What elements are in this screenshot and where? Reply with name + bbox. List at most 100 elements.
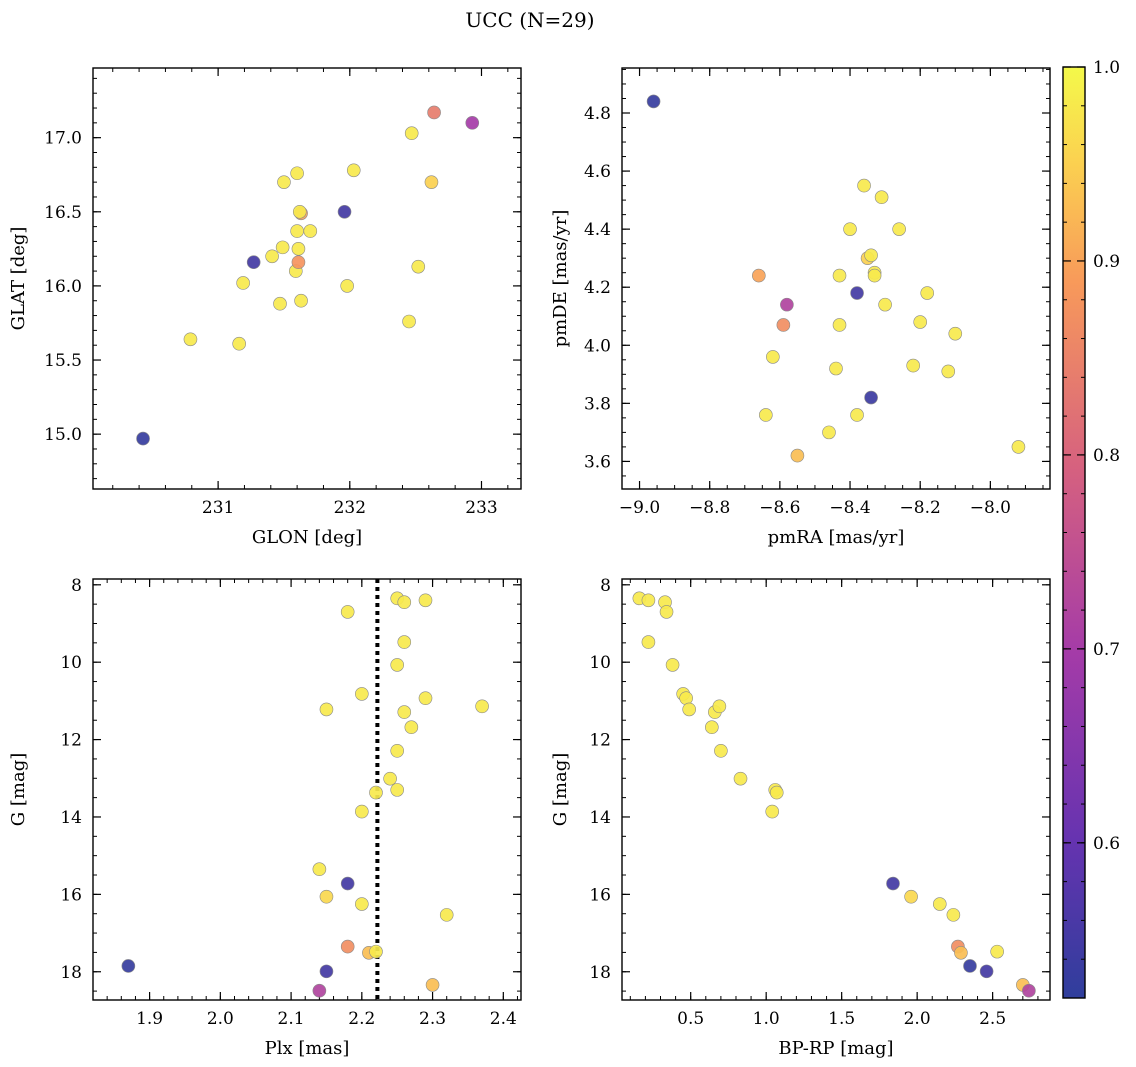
y-tick-label: 14 xyxy=(589,808,611,828)
scatter-point xyxy=(294,293,308,308)
scatter-point xyxy=(864,390,878,405)
x-axis-label: GLON [deg] xyxy=(252,527,362,548)
scatter-point xyxy=(1011,440,1026,454)
scatter-point xyxy=(475,699,489,714)
scatter-point xyxy=(425,978,440,992)
y-tick-label: 3.8 xyxy=(584,394,611,414)
y-axis-label: G [mag] xyxy=(550,753,571,826)
scatter-point xyxy=(769,785,784,800)
y-tick-label: 16.0 xyxy=(44,277,82,297)
scatter-point xyxy=(906,358,920,373)
x-tick-label: 2.4 xyxy=(490,1009,517,1029)
scatter-point xyxy=(646,94,661,109)
scatter-point xyxy=(904,889,918,904)
y-tick-label: 4.8 xyxy=(584,104,611,124)
scatter-point xyxy=(346,163,361,178)
x-tick-label: 233 xyxy=(465,498,497,518)
y-tick-label: 8 xyxy=(600,576,611,596)
scatter-point xyxy=(712,699,727,714)
scatter-point xyxy=(864,248,878,263)
x-tick-label: 1.5 xyxy=(828,1009,855,1029)
x-tick-label: −8.6 xyxy=(759,498,800,518)
scatter-point xyxy=(843,222,857,236)
x-tick-label: 2.5 xyxy=(979,1009,1006,1029)
scatter-point xyxy=(990,944,1004,959)
scatter-point xyxy=(886,876,900,891)
axes-plx-g: 1.9 2.0 2.1 2.2 2.3 2.4 8 10 12 14 16 18 Plx [mas] G … xyxy=(8,576,522,1059)
scatter-point xyxy=(236,276,250,290)
scatter-point xyxy=(121,959,136,973)
x-tick-label: −9.0 xyxy=(619,498,660,518)
scatter-point xyxy=(290,224,304,238)
scatter-point xyxy=(733,771,748,786)
scatter-point xyxy=(355,804,369,819)
panel-plx-g: 1.9 2.0 2.1 2.2 2.3 2.4 8 10 12 14 16 18 Plx [mas] G … xyxy=(8,576,522,1059)
x-tick-label: −8.4 xyxy=(829,498,870,518)
y-tick-label: 4.6 xyxy=(584,162,611,182)
scatter-point xyxy=(665,658,680,672)
scatter-point xyxy=(679,691,693,705)
scatter-point xyxy=(277,175,291,189)
y-tick-label: 14 xyxy=(60,808,82,828)
scatter-point xyxy=(397,595,412,610)
figure-suptitle: UCC (N=29) xyxy=(465,8,594,32)
scatter-point xyxy=(273,296,287,311)
colorbar-tick-label: 1.0 xyxy=(1093,58,1120,78)
x-tick-label: 2.2 xyxy=(348,1009,375,1029)
x-tick-label: 2.0 xyxy=(904,1009,931,1029)
scatter-point xyxy=(867,268,882,283)
axes-pmra-pmde: −9.0 −8.8 −8.6 −8.4 −8.2 −8.0 3.6 3.8 4.0 4.2 4.4 4… xyxy=(550,67,1051,548)
scatter-point xyxy=(439,908,454,922)
colorbar: 0.6 0.7 0.8 0.9 1.0 xyxy=(1062,58,1120,999)
scatter-point xyxy=(874,190,889,205)
scatter-point xyxy=(714,744,728,758)
axes-frame xyxy=(621,67,1051,490)
scatter-point xyxy=(979,964,994,979)
x-tick-label: 2.0 xyxy=(207,1009,234,1029)
x-tick-label: 2.1 xyxy=(278,1009,305,1029)
x-tick-label: 231 xyxy=(202,498,234,518)
scatter-point xyxy=(319,964,334,979)
scatter-point xyxy=(850,408,864,422)
scatter-point xyxy=(232,336,246,351)
axes-bprp-g: 0.5 1.0 1.5 2.0 2.5 8 10 12 14 16 18 BP-RP [mag] G [… xyxy=(550,576,1051,1059)
y-tick-label: 18 xyxy=(589,963,611,983)
scatter-point xyxy=(766,350,780,364)
scatter-point xyxy=(265,249,279,264)
axes-frame xyxy=(621,578,1051,1001)
scatter-point xyxy=(136,431,150,446)
scatter-point xyxy=(1022,983,1036,998)
x-tick-label: −8.0 xyxy=(970,498,1011,518)
scatter-point xyxy=(319,889,334,904)
x-tick-label: −8.8 xyxy=(689,498,730,518)
scatter-point xyxy=(832,318,847,332)
scatter-point xyxy=(418,691,433,705)
x-tick-label: 232 xyxy=(334,498,366,518)
x-tick-label: 1.9 xyxy=(136,1009,163,1029)
scatter-point xyxy=(319,702,334,717)
y-axis-label: G [mag] xyxy=(8,753,29,826)
axes-glon-glat: 231 232 233 15.0 15.5 16.0 16.5 17.0 GLON [deg] G… xyxy=(8,67,522,548)
x-axis-label: Plx [mas] xyxy=(265,1038,350,1059)
scatter-point xyxy=(390,783,404,797)
scatter-point xyxy=(183,332,198,347)
scatter-point xyxy=(390,658,404,672)
x-axis-label: pmRA [mas/yr] xyxy=(768,527,905,548)
panel-pmra-pmde: −9.0 −8.8 −8.6 −8.4 −8.2 −8.0 3.6 3.8 4.0 4.2 4.4 4… xyxy=(550,67,1051,548)
scatter-point xyxy=(857,178,871,193)
scatter-point xyxy=(465,116,480,130)
scatter-point xyxy=(397,635,412,649)
y-tick-label: 15.5 xyxy=(44,351,82,371)
colorbar-tick-label: 0.7 xyxy=(1093,640,1120,660)
axes-frame xyxy=(92,67,522,490)
scatter-point xyxy=(932,897,947,911)
colorbar-gradient xyxy=(1063,67,1085,998)
scatter-point xyxy=(659,605,674,619)
scatter-point xyxy=(641,635,656,649)
scatter-point xyxy=(383,771,397,786)
scatter-point xyxy=(404,126,419,141)
colorbar-tick-label: 0.8 xyxy=(1093,446,1120,466)
y-tick-label: 8 xyxy=(71,576,82,596)
y-tick-label: 16 xyxy=(60,885,82,905)
